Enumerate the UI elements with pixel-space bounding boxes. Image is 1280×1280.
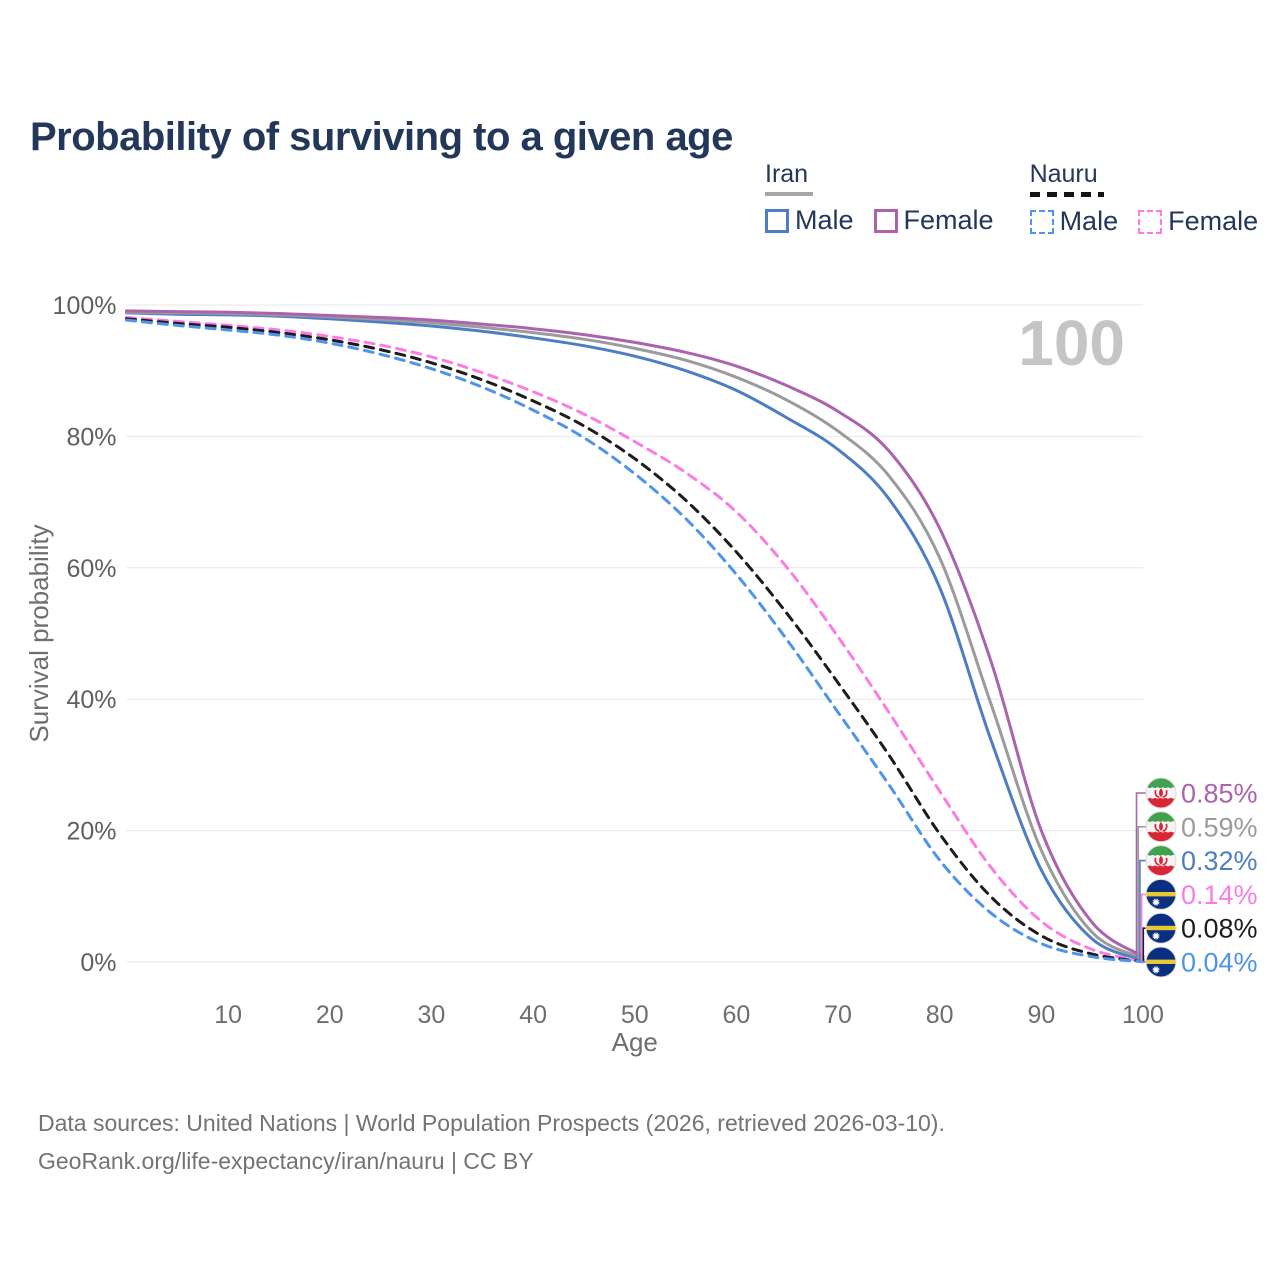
nauru-star (1151, 965, 1161, 975)
iran-flag-icon (1146, 811, 1176, 842)
x-tick-label: 20 (316, 1001, 344, 1029)
x-tick-label: 60 (722, 1001, 750, 1029)
end-value-label-iran-female: 0.85% (1181, 779, 1258, 809)
legend-label-nauru-female: Female (1168, 206, 1259, 236)
legend-items-iran: Male Female (765, 205, 994, 236)
x-axis-title: Age (612, 1027, 658, 1057)
legend: Iran Male Female Nauru Male (765, 160, 1258, 237)
callout-connector-nauru-female (1140, 893, 1146, 962)
iran-emblem (1159, 822, 1163, 831)
x-tick-label: 90 (1027, 1001, 1055, 1029)
series-line-nauru-female (125, 316, 1145, 963)
x-tick-label: 70 (824, 1001, 852, 1029)
legend-country-iran[interactable]: Iran (765, 160, 809, 188)
iran-flag-icon (1146, 845, 1176, 876)
legend-item-iran-female[interactable]: Female (873, 205, 994, 236)
nauru-star (1151, 897, 1161, 907)
end-value-label-iran-male: 0.32% (1181, 846, 1258, 876)
end-value-label-nauru-average: 0.08% (1181, 914, 1258, 944)
y-tick-label: 40% (66, 686, 116, 714)
iran-male-swatch-icon (765, 208, 789, 233)
legend-label-iran-female: Female (903, 205, 994, 235)
y-tick-label: 20% (66, 818, 116, 846)
legend-item-nauru-female[interactable]: Female (1138, 206, 1258, 237)
legend-item-iran-male[interactable]: Male (765, 205, 854, 236)
series-line-iran-male (125, 311, 1145, 962)
x-tick-label: 40 (519, 1001, 547, 1029)
page-title: Probability of surviving to a given age (30, 114, 733, 159)
nauru-female-swatch-icon (1138, 209, 1163, 234)
x-tick-label: 80 (926, 1001, 954, 1029)
iran-solid-line-sample (765, 192, 813, 196)
y-tick-label: 0% (80, 949, 116, 977)
nauru-star (1151, 931, 1161, 941)
footer-line1: Data sources: United Nations | World Pop… (38, 1110, 945, 1136)
series-line-nauru-male (125, 318, 1145, 964)
y-tick-label: 80% (66, 423, 116, 451)
legend-label-iran-male: Male (795, 205, 854, 235)
legend-item-nauru-male[interactable]: Male (1029, 206, 1119, 237)
legend-items-nauru: Male Female (1029, 206, 1258, 237)
end-value-label-nauru-male: 0.04% (1181, 948, 1258, 978)
series-line-iran-female (125, 309, 1145, 958)
iran-female-swatch-icon (873, 208, 898, 233)
series-line-nauru-average (125, 317, 1145, 963)
nauru-male-swatch-icon (1029, 209, 1054, 234)
end-value-label-iran-average: 0.59% (1181, 812, 1258, 842)
nauru-dashed-line-sample (1029, 192, 1104, 197)
iran-emblem (1159, 788, 1163, 798)
iran-emblem (1159, 855, 1163, 865)
data-source-note: Data sources: United Nations | World Pop… (38, 1104, 945, 1180)
y-axis-title: Survival probability (24, 524, 54, 742)
nauru-flag-icon (1146, 913, 1176, 944)
nauru-flag-icon (1146, 947, 1176, 977)
footer-line2: GeoRank.org/life-expectancy/iran/nauru |… (38, 1148, 534, 1174)
y-tick-label: 60% (66, 555, 116, 583)
x-tick-label: 30 (418, 1001, 446, 1029)
callout-connector-nauru-average (1142, 927, 1146, 963)
nauru-flag-icon (1146, 879, 1176, 910)
x-tick-label: 50 (621, 1001, 649, 1029)
series-line-iran-average (125, 310, 1145, 960)
y-tick-label: 100% (53, 292, 117, 320)
x-tick-label: 100 (1122, 1001, 1164, 1029)
age-100-watermark: 100 (1018, 307, 1125, 379)
iran-flag-icon (1146, 778, 1176, 808)
legend-group-iran: Iran Male Female (765, 160, 994, 237)
legend-group-nauru: Nauru Male Female (1029, 160, 1258, 237)
x-tick-label: 10 (214, 1001, 242, 1029)
legend-label-nauru-male: Male (1059, 206, 1119, 236)
legend-country-nauru[interactable]: Nauru (1029, 160, 1098, 188)
end-value-label-nauru-female: 0.14% (1181, 880, 1258, 910)
